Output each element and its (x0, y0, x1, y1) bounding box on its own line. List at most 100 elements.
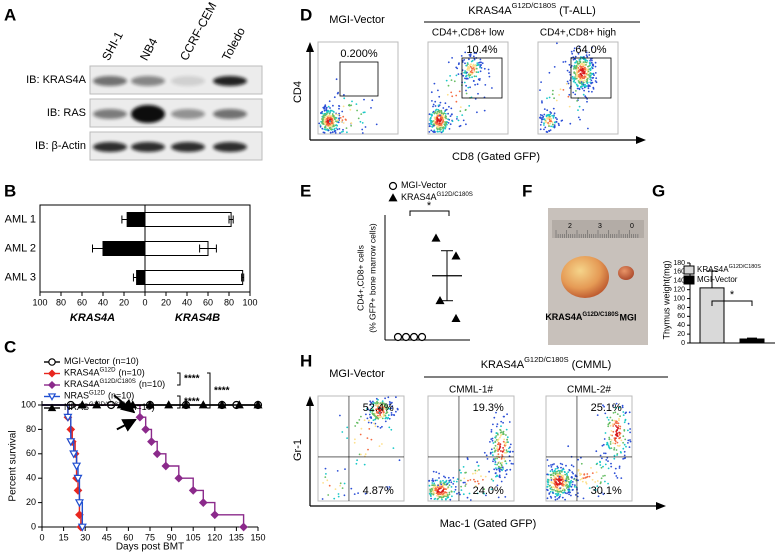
event-dot (558, 496, 560, 499)
event-dot (541, 114, 543, 117)
event-dot (445, 498, 447, 500)
event-dot (449, 115, 452, 117)
label-part: KRAS4A (64, 368, 100, 378)
event-dot (565, 485, 567, 487)
event-dot (564, 479, 567, 482)
ruler-label: 0 (630, 223, 634, 230)
event-dot (444, 121, 446, 123)
y-tick-label: 40 (26, 473, 36, 483)
event-dot (622, 435, 625, 438)
significance-bracket (177, 395, 181, 409)
event-dot (369, 400, 372, 403)
event-dot (325, 473, 327, 475)
event-dot (580, 78, 583, 81)
event-dot (395, 410, 397, 413)
event-dot (324, 109, 326, 112)
event-dot (388, 417, 391, 420)
y-axis-label: Gr-1 (292, 439, 304, 461)
event-dot (337, 113, 340, 116)
label-part: (n=10) (113, 356, 139, 366)
event-dot (560, 491, 563, 493)
superscript: G12D/C180S (512, 1, 556, 10)
gate-percent: 0.200% (340, 48, 378, 60)
category-label: AML 1 (5, 213, 36, 225)
event-dot (438, 111, 441, 114)
event-dot (453, 490, 456, 493)
event-dot (556, 483, 559, 486)
event-dot (627, 422, 630, 425)
event-dot (489, 452, 492, 455)
significance: * (427, 200, 432, 212)
event-dot (440, 112, 443, 115)
event-dot (431, 479, 434, 482)
event-dot (595, 450, 598, 453)
event-dot (564, 483, 567, 485)
event-dot (552, 470, 554, 473)
event-dot (446, 483, 448, 485)
event-dot (608, 422, 611, 425)
blot-band (171, 109, 205, 119)
event-dot (476, 470, 479, 472)
event-dot (616, 454, 618, 456)
event-dot (445, 491, 448, 494)
event-dot (596, 414, 599, 416)
event-dot (442, 489, 445, 491)
event-dot (560, 478, 563, 481)
event-dot (364, 126, 367, 128)
event-dot (619, 444, 621, 447)
event-dot (592, 63, 594, 66)
event-dot (381, 443, 383, 445)
event-dot (614, 406, 617, 409)
event-dot (568, 483, 571, 486)
event-dot (504, 460, 507, 463)
event-dot (431, 490, 434, 493)
event-dot (554, 121, 556, 124)
event-dot (437, 130, 439, 133)
event-dot (581, 477, 583, 480)
event-dot (550, 112, 553, 114)
event-dot (616, 441, 619, 444)
event-dot (382, 415, 385, 417)
event-dot (561, 481, 564, 484)
event-dot (379, 427, 382, 429)
event-dot (575, 67, 577, 69)
event-dot (561, 463, 564, 466)
event-dot (476, 492, 479, 495)
event-dot (546, 486, 549, 488)
event-dot (467, 65, 469, 68)
event-dot (321, 122, 324, 124)
event-dot (498, 465, 500, 468)
event-dot (361, 132, 364, 134)
event-dot (431, 125, 433, 128)
event-dot (331, 122, 334, 125)
x-tick-label: 30 (80, 532, 90, 542)
event-dot (335, 127, 338, 129)
event-dot (577, 67, 580, 69)
marker (198, 498, 208, 507)
event-dot (354, 438, 356, 441)
event-dot (476, 111, 478, 114)
event-dot (465, 75, 467, 78)
event-dot (595, 77, 598, 80)
event-dot (437, 484, 439, 487)
event-dot (444, 127, 447, 130)
y-tick-label: 20 (677, 331, 685, 338)
event-dot (591, 478, 594, 481)
event-dot (463, 477, 466, 480)
event-dot (549, 115, 551, 118)
event-dot (581, 77, 584, 80)
event-dot (547, 122, 549, 124)
error-bar (132, 273, 141, 282)
event-dot (327, 109, 329, 112)
event-dot (588, 65, 590, 68)
event-dot (346, 131, 348, 134)
event-dot (450, 481, 453, 484)
event-dot (442, 107, 445, 109)
event-dot (587, 127, 589, 130)
event-dot (450, 490, 453, 493)
event-dot (459, 124, 462, 127)
event-dot (333, 111, 335, 113)
event-dot (333, 128, 336, 131)
event-dot (381, 410, 384, 412)
event-dot (492, 458, 495, 460)
